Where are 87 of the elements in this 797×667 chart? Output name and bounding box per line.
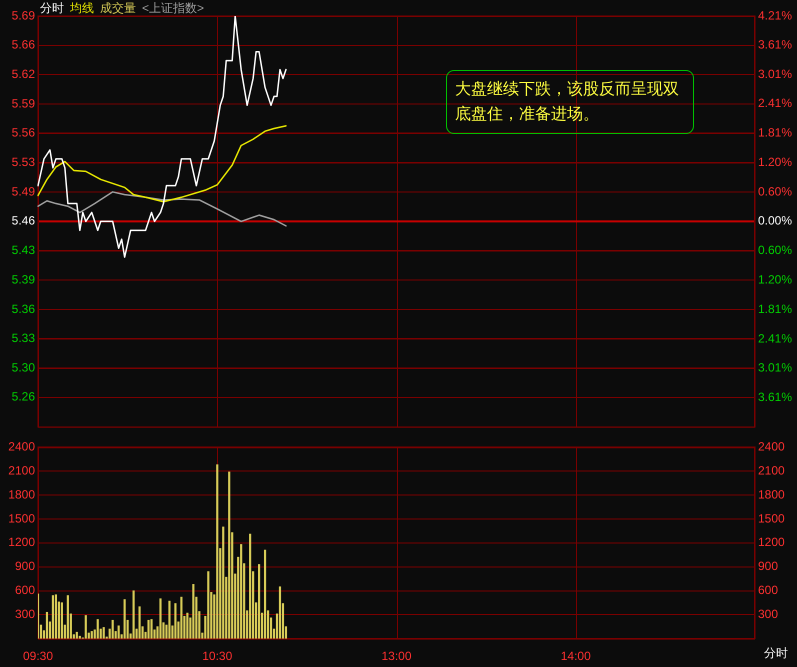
y2-tick-label: 2.41% [758,96,792,110]
y2-tick-label: 0.60% [758,184,792,198]
bar [186,612,188,639]
y2-tick-label: 2400 [758,440,786,454]
y2-tick-label: 3.01% [758,360,792,375]
y-tick-label: 5.53 [12,155,36,170]
y-tick-label: 5.49 [12,184,36,198]
bar [124,599,126,639]
y-tick-label: 5.30 [12,360,36,374]
bar [118,626,120,639]
text: 成交量 [100,1,136,15]
y2-tick-label: 600 [758,583,778,598]
y-tick-label: 5.62 [12,66,36,81]
y2-tick-label: 1200 [758,535,786,550]
y2-tick-label: 3.61% [758,38,792,52]
bar [90,631,93,639]
y-tick-label: 300 [14,606,36,621]
bar [52,595,54,639]
y-tick-label: 5.36 [12,302,36,316]
bar [264,550,266,639]
x-tick-label: 09:30 [22,649,54,664]
y-tick-label: 5.43 [12,243,36,258]
y-tick-label: 2100 [8,463,36,478]
y2-tick-label: 1.81% [758,125,792,140]
bar [138,606,141,639]
y2-tick-label: 1.81% [758,302,792,316]
bar [207,571,210,639]
bar [76,632,78,639]
y2-tick-label: 0.00% [758,214,792,228]
y-tick-label: 5.39 [12,272,36,286]
x-axis-title: 分时 [764,646,788,660]
bar [278,586,282,639]
bar [60,602,63,639]
y2-tick-label: 300 [758,606,778,621]
y-tick-label: 5.56 [12,126,36,140]
bar [222,526,224,639]
y-tick-label: 900 [14,559,36,574]
annotation: 大盘继续下跌，该股反而呈现双底盘住，准备进场。 [446,70,694,134]
y-tick-label: 1200 [8,535,36,550]
y2-tick-label: 1800 [758,487,786,502]
y2-tick-label: 0.60% [758,242,792,257]
x-tick-label: 13:00 [381,649,412,664]
bar [112,620,114,639]
y-tick-label: 5.59 [12,96,36,110]
y2-tick-label: 1.20% [758,272,792,286]
y-tick-label: 5.33 [12,331,36,346]
bar [102,627,105,639]
bar [228,472,230,639]
y2-tick-label: 4.21% [758,8,792,22]
bar [78,636,81,639]
y-tick-label: 5.66 [12,38,36,52]
x-tick-label: 14:00 [560,649,592,664]
y2-tick-label: 1500 [758,511,786,526]
bar [180,596,182,639]
y2-tick-label: 1.20% [758,155,792,170]
y2-tick-label: 3.01% [758,66,792,81]
y-tick-label: 1800 [8,487,36,502]
bar [240,544,242,639]
bar [174,603,177,639]
y-tick-label: 2400 [8,440,36,454]
y-tick-label: 5.46 [12,214,36,228]
bar [84,615,87,639]
bar [216,464,218,639]
x-tick-label: 10:30 [202,649,233,664]
bar [168,600,171,639]
bar [249,534,252,639]
bar [54,594,58,639]
bar [96,619,99,639]
y-tick-label: 1500 [8,511,36,526]
bar [150,619,153,639]
bar [192,584,194,639]
bar [46,612,48,639]
bar [159,598,162,639]
text: 分时 [40,1,64,15]
y2-tick-label: 2100 [758,463,786,478]
text: 均线 [70,1,94,15]
y-tick-label: 600 [14,583,36,598]
bar [147,620,150,639]
bar [132,590,135,639]
bar [66,595,69,639]
y-tick-label: 5.69 [12,8,36,22]
bar [258,564,260,639]
y2-tick-label: 900 [758,559,778,574]
text: <上证指数> [142,1,204,15]
y2-tick-label: 3.61% [758,390,792,404]
y2-tick-label: 2.41% [758,331,792,346]
y-tick-label: 5.26 [12,390,36,404]
